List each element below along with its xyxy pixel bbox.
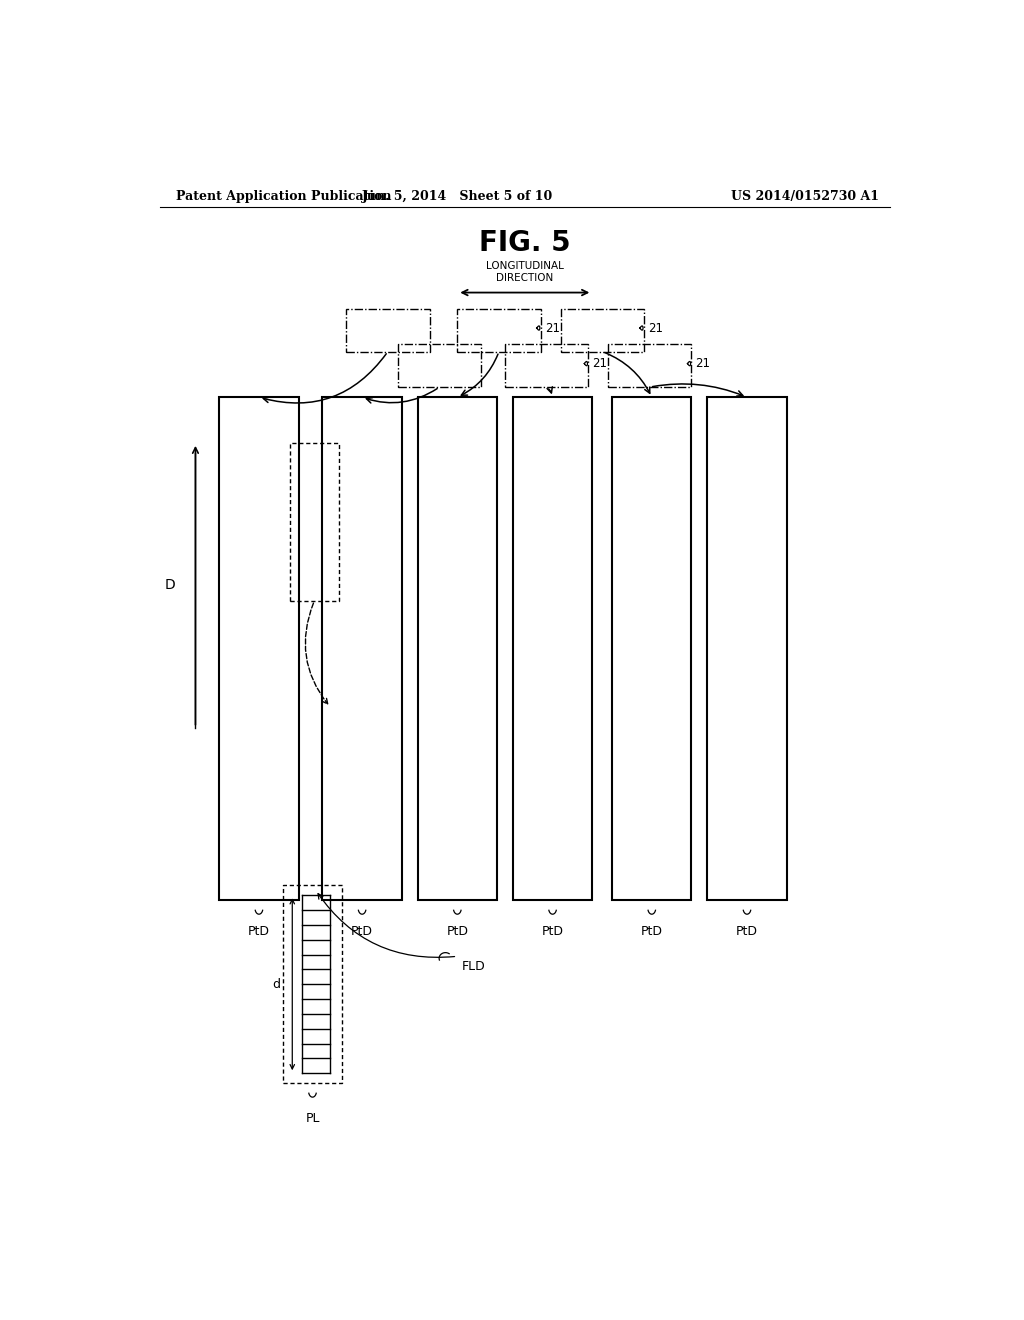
Text: 21: 21 <box>545 322 560 334</box>
Text: Jun. 5, 2014   Sheet 5 of 10: Jun. 5, 2014 Sheet 5 of 10 <box>361 190 553 202</box>
Text: Patent Application Publication: Patent Application Publication <box>176 190 391 202</box>
Bar <box>708 397 786 900</box>
Bar <box>219 397 299 900</box>
Bar <box>560 309 644 351</box>
Bar <box>608 345 691 387</box>
Text: D: D <box>165 578 176 593</box>
Text: PtD: PtD <box>248 925 270 937</box>
Text: FLD: FLD <box>461 960 485 973</box>
Text: PL: PL <box>305 1111 319 1125</box>
Bar <box>513 397 592 900</box>
Text: FIG. 5: FIG. 5 <box>479 228 570 257</box>
Bar <box>397 345 481 387</box>
Text: d: d <box>272 978 281 991</box>
Text: 21: 21 <box>592 358 607 370</box>
Bar <box>323 397 401 900</box>
Bar <box>505 345 588 387</box>
Text: 21: 21 <box>695 358 711 370</box>
Bar <box>283 886 342 1084</box>
Text: PtD: PtD <box>446 925 468 937</box>
Text: PtD: PtD <box>641 925 663 937</box>
Bar <box>612 397 691 900</box>
Bar <box>346 309 430 351</box>
Text: US 2014/0152730 A1: US 2014/0152730 A1 <box>731 190 880 202</box>
Bar <box>458 309 541 351</box>
Text: PtD: PtD <box>542 925 563 937</box>
Bar <box>418 397 497 900</box>
Bar <box>290 444 339 601</box>
Text: 21: 21 <box>648 322 663 334</box>
Text: LONGITUDINAL
DIRECTION: LONGITUDINAL DIRECTION <box>485 261 564 284</box>
Text: PtD: PtD <box>736 925 758 937</box>
Text: PtD: PtD <box>351 925 373 937</box>
